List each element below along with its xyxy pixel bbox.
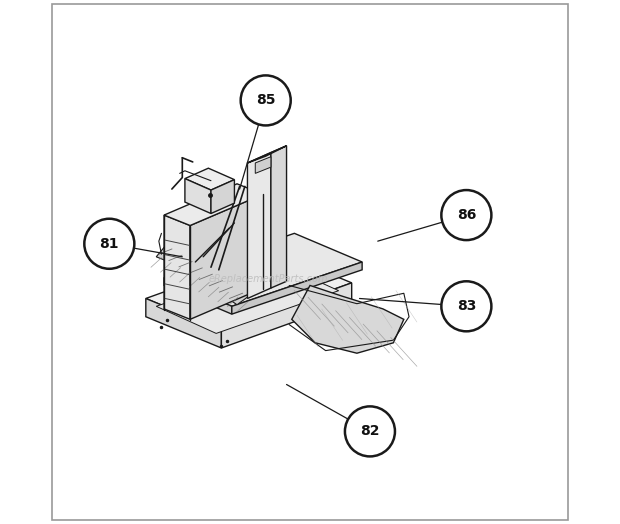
Text: 85: 85: [256, 93, 275, 107]
Polygon shape: [156, 241, 253, 305]
Text: eReplacementParts.com: eReplacementParts.com: [208, 274, 328, 283]
Circle shape: [345, 407, 395, 456]
Polygon shape: [247, 152, 271, 299]
Polygon shape: [232, 262, 362, 314]
Polygon shape: [190, 194, 263, 319]
Polygon shape: [211, 180, 234, 213]
Polygon shape: [164, 278, 232, 314]
Polygon shape: [185, 168, 234, 190]
Polygon shape: [146, 252, 352, 330]
Circle shape: [441, 281, 492, 331]
Polygon shape: [271, 146, 286, 288]
Polygon shape: [164, 215, 190, 319]
Polygon shape: [255, 157, 271, 173]
Polygon shape: [156, 264, 339, 333]
Polygon shape: [185, 179, 211, 213]
Polygon shape: [146, 299, 221, 348]
Polygon shape: [164, 184, 263, 225]
Text: 81: 81: [100, 237, 119, 251]
Text: 83: 83: [457, 299, 476, 313]
Text: 86: 86: [457, 208, 476, 222]
Circle shape: [441, 190, 492, 240]
Polygon shape: [292, 286, 404, 353]
Text: 82: 82: [360, 424, 379, 439]
Polygon shape: [164, 233, 362, 307]
Circle shape: [84, 219, 135, 269]
Polygon shape: [221, 283, 352, 348]
Polygon shape: [247, 146, 286, 163]
Circle shape: [241, 75, 291, 125]
